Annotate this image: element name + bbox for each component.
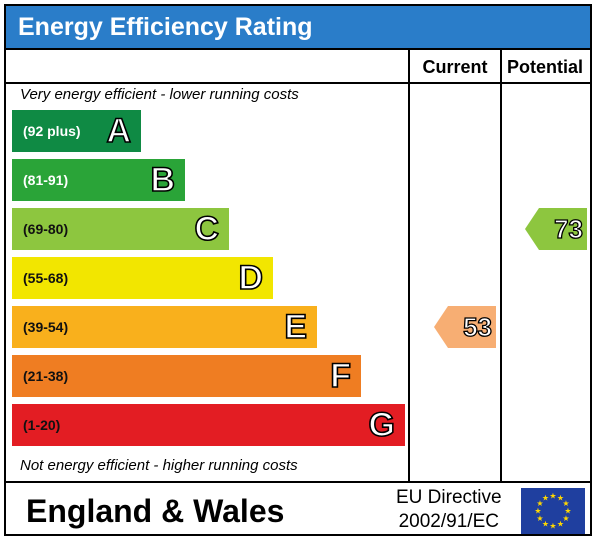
- current-rating-value: 53: [462, 311, 492, 342]
- flag-star-icon: ★: [542, 520, 549, 529]
- current-arrow-shape: [434, 306, 496, 348]
- rating-band-d: (55-68) D: [12, 257, 273, 299]
- band-letter: G: [368, 405, 396, 445]
- epc-rating-chart: Energy Efficiency Rating Current Potenti…: [4, 4, 592, 536]
- rating-band-f: (21-38) F: [12, 355, 361, 397]
- band-letter: A: [106, 111, 132, 151]
- potential-column-header: Potential: [506, 57, 583, 77]
- band-letter: D: [238, 258, 264, 298]
- band-range-label: (1-20): [23, 417, 61, 433]
- rating-band-a: (92 plus) A: [12, 110, 141, 152]
- rating-band-g: (1-20) G: [12, 404, 405, 446]
- eu-directive-label: EU Directive 2002/91/EC: [396, 486, 502, 534]
- flag-star-icon: ★: [549, 492, 556, 501]
- band-letter: C: [194, 209, 220, 249]
- flag-star-icon: ★: [536, 514, 543, 523]
- band-letter: E: [284, 307, 308, 347]
- flag-star-icon: ★: [557, 520, 564, 529]
- band-range-label: (81-91): [23, 172, 69, 188]
- footer-divider: [6, 481, 590, 483]
- column-divider: [500, 50, 502, 483]
- flag-star-icon: ★: [549, 522, 556, 531]
- band-range-label: (39-54): [23, 319, 69, 335]
- directive-line-1: EU Directive: [396, 487, 502, 508]
- potential-arrow-shape: [525, 208, 587, 250]
- potential-rating-value: 73: [553, 213, 583, 244]
- flag-star-icon: ★: [564, 507, 571, 516]
- flag-star-icon: ★: [534, 507, 541, 516]
- potential-rating-marker: 73: [525, 208, 587, 250]
- band-range-label: (21-38): [23, 368, 69, 384]
- header-divider: [6, 82, 590, 84]
- flag-star-icon: ★: [562, 514, 569, 523]
- band-range-label: (92 plus): [23, 123, 81, 139]
- band-range-label: (69-80): [23, 221, 69, 237]
- bottom-note: Not energy efficient - higher running co…: [20, 457, 298, 474]
- flag-star-icon: ★: [536, 499, 543, 508]
- country-label: England & Wales: [26, 493, 285, 529]
- rating-band-b: (81-91) B: [12, 159, 185, 201]
- flag-star-icon: ★: [542, 494, 549, 503]
- band-range-label: (55-68): [23, 270, 69, 286]
- flag-star-icon: ★: [562, 499, 569, 508]
- band-letter: B: [150, 160, 176, 200]
- flag-star-icon: ★: [557, 494, 564, 503]
- rating-band-e: (39-54) E: [12, 306, 317, 348]
- eu-flag-icon: ★ ★ ★ ★ ★ ★ ★ ★ ★ ★ ★ ★: [521, 488, 585, 534]
- band-letter: F: [329, 356, 351, 396]
- current-rating-marker: 53: [434, 306, 496, 348]
- column-divider: [408, 50, 410, 483]
- rating-band-c: (69-80) C: [12, 208, 229, 250]
- chart-title: Energy Efficiency Rating: [6, 6, 590, 50]
- top-note: Very energy efficient - lower running co…: [20, 86, 299, 103]
- current-column-header: Current: [422, 57, 488, 77]
- directive-line-2: 2002/91/EC: [398, 511, 499, 532]
